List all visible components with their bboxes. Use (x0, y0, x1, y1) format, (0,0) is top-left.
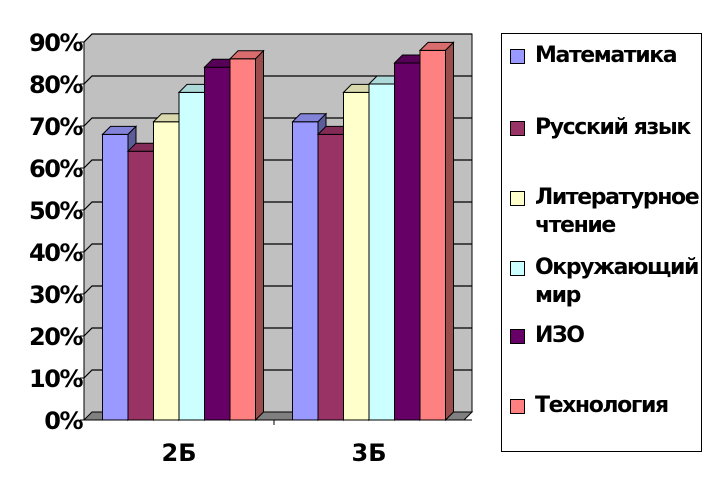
legend-item: Математика (510, 42, 705, 70)
y-tick-label: 10% (29, 365, 83, 393)
bar-side (445, 41, 454, 422)
y-tick-label: 50% (29, 197, 83, 225)
x-axis-labels: 2Б 3Б (162, 420, 387, 467)
bar-front (127, 150, 154, 421)
y-tick-label: 30% (29, 281, 83, 309)
y-tick-label: 60% (29, 155, 83, 183)
y-axis-ticks: 0% 10% 20% 30% 40% 50% 60% 70% 80% 90% (29, 29, 85, 435)
bar-front (204, 66, 231, 421)
bar-front (292, 121, 319, 421)
bar-front (102, 133, 129, 421)
bar-front (153, 121, 180, 421)
bar-front (419, 49, 446, 421)
legend-label: Математика (535, 43, 678, 68)
bar-side (255, 49, 264, 422)
bar (418, 41, 455, 422)
legend-item: Технология (510, 392, 705, 420)
legend-swatch (510, 191, 525, 206)
bar-front (178, 91, 205, 421)
bar-front (317, 133, 344, 421)
legend-label: Литературное чтение (535, 185, 700, 238)
legend-label: Технология (535, 393, 669, 418)
y-tick-label: 40% (29, 239, 83, 267)
legend-label: Окружающий мир (535, 255, 699, 308)
gridline (83, 75, 472, 85)
legend: Математика Русский язык Литературное чтени… (501, 33, 702, 452)
y-tick-label: 70% (29, 113, 83, 141)
legend-item: Окружающий мир (510, 254, 705, 310)
legend-label: Русский язык (535, 115, 691, 140)
legend-label: ИЗО (535, 323, 585, 348)
legend-swatch (510, 399, 525, 414)
y-tick-label: 20% (29, 323, 83, 351)
legend-item: Литературное чтение (510, 184, 705, 240)
bar-front (394, 62, 421, 421)
y-tick-label: 90% (29, 29, 83, 57)
bar-front (368, 83, 395, 421)
y-tick-label: 0% (44, 407, 83, 435)
legend-item: ИЗО (510, 322, 705, 350)
bar (228, 49, 265, 422)
legend-swatch (510, 261, 525, 276)
legend-item: Русский язык (510, 114, 705, 142)
bar-front (343, 91, 370, 421)
gridline (83, 33, 472, 43)
legend-swatch (510, 329, 525, 344)
y-tick-label: 80% (29, 71, 83, 99)
bar-front (229, 58, 256, 421)
x-category-label: 3Б (352, 439, 387, 467)
x-category-label: 2Б (162, 439, 197, 467)
bars (101, 41, 455, 422)
legend-swatch (510, 49, 525, 64)
legend-swatch (510, 121, 525, 136)
